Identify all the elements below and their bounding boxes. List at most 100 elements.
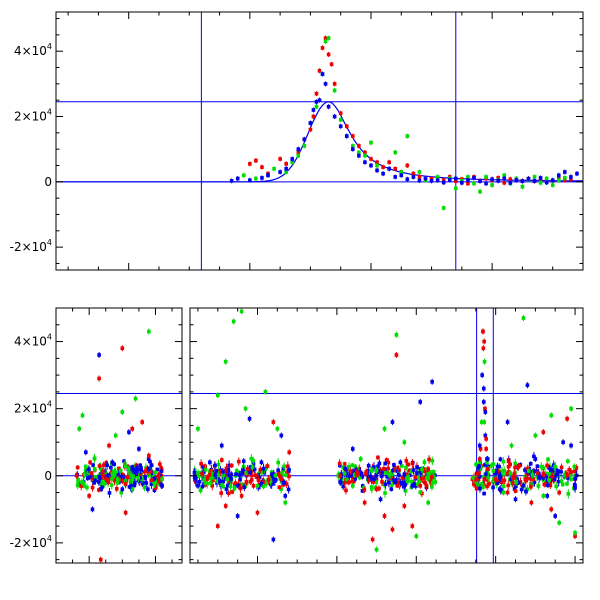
data-point-red-marker: [363, 150, 367, 155]
data-point-blue-marker: [550, 178, 555, 182]
data-point-green: [219, 482, 223, 487]
data-point-blue: [498, 471, 502, 480]
data-point-red-marker: [101, 473, 105, 478]
data-point-blue-marker: [447, 178, 452, 182]
data-point-red: [279, 476, 284, 483]
data-point-red-marker: [354, 472, 359, 476]
data-point-blue-marker: [552, 477, 557, 482]
data-point-blue-marker: [366, 469, 371, 473]
data-point-red-marker: [485, 467, 490, 471]
data-point-blue: [532, 178, 537, 184]
data-point-red: [511, 474, 516, 482]
data-point-blue-marker: [532, 179, 537, 183]
data-point-blue-marker: [519, 487, 524, 492]
data-point-green-marker: [231, 319, 236, 324]
data-point-blue: [270, 471, 274, 478]
data-point-blue: [544, 179, 549, 185]
data-point-red: [287, 472, 291, 481]
data-point-green-marker: [225, 477, 229, 482]
data-point-blue: [279, 432, 284, 439]
data-point-green: [282, 462, 286, 471]
data-point-green-marker: [326, 36, 331, 40]
data-point-red-marker: [484, 437, 488, 441]
data-point-blue-marker: [491, 485, 495, 490]
data-point-blue-marker: [525, 383, 530, 387]
data-point-green-marker: [394, 333, 399, 337]
data-point-green-marker: [109, 483, 114, 487]
data-point-blue: [119, 473, 124, 480]
data-point-blue-marker: [532, 480, 537, 485]
data-point-blue-marker: [97, 475, 102, 479]
data-point-blue: [556, 476, 561, 487]
data-point-blue-marker: [372, 477, 376, 481]
data-point-blue-marker: [343, 466, 347, 471]
data-point-red: [89, 470, 94, 476]
data-point-red: [518, 477, 523, 487]
data-point-green: [400, 463, 404, 469]
data-point-blue-marker: [221, 469, 225, 474]
data-point-green: [374, 546, 379, 553]
data-point-blue: [415, 465, 419, 470]
data-point-green-marker: [538, 181, 543, 185]
data-point-blue: [545, 492, 550, 499]
y-tick-mantissa: 2×10: [14, 402, 47, 416]
y-tick-mantissa: 0: [44, 175, 52, 189]
data-point-red: [549, 506, 554, 513]
y-tick-exponent: 4: [47, 534, 52, 543]
data-point-blue-marker: [573, 483, 577, 488]
data-point-blue: [343, 465, 347, 472]
data-point-red: [142, 468, 147, 476]
data-point-green: [393, 149, 398, 155]
data-point-green-marker: [405, 134, 410, 138]
data-point-blue: [553, 513, 558, 520]
data-point-blue-marker: [533, 457, 538, 461]
data-point-blue-marker: [387, 166, 391, 171]
data-point-blue: [302, 136, 307, 142]
data-point-green: [375, 162, 379, 168]
data-point-green-marker: [249, 456, 254, 461]
data-point-red-marker: [382, 467, 386, 471]
data-point-green: [369, 484, 374, 494]
data-point-red-marker: [506, 483, 511, 488]
data-point-green: [383, 488, 387, 498]
data-point-red-marker: [505, 490, 510, 495]
data-point-red-marker: [390, 527, 395, 532]
data-point-blue-marker: [219, 443, 224, 448]
data-point-blue-marker: [385, 474, 389, 479]
data-point-green-marker: [120, 410, 125, 414]
data-point-blue-marker: [248, 465, 253, 469]
data-point-blue-marker: [155, 467, 160, 472]
data-point-green: [430, 456, 435, 466]
data-point-red: [413, 472, 418, 483]
data-point-red-marker: [386, 466, 390, 471]
data-point-red-marker: [418, 484, 423, 488]
data-point-blue-marker: [483, 410, 488, 414]
data-point-blue-marker: [200, 484, 205, 489]
data-point-red-marker: [357, 144, 361, 148]
data-point-green: [530, 470, 535, 479]
data-point-red-marker: [374, 487, 379, 491]
data-point-green-marker: [215, 479, 220, 484]
bottom-plot-frame: [189, 307, 584, 564]
data-point-red-marker: [513, 465, 517, 470]
data-point-green-marker: [388, 472, 393, 476]
data-point-green-marker: [374, 547, 379, 552]
data-point-green: [553, 462, 557, 471]
data-point-blue-marker: [137, 447, 141, 451]
data-point-green-marker: [283, 500, 288, 505]
data-point-blue-marker: [523, 468, 527, 472]
data-point-red-marker: [525, 466, 530, 471]
data-point-green: [569, 405, 573, 412]
data-point-red-marker: [142, 469, 147, 474]
data-point-blue: [482, 491, 486, 496]
data-point-red: [390, 526, 395, 533]
data-point-blue-marker: [129, 484, 134, 488]
data-point-green: [120, 409, 125, 416]
data-point-green-marker: [236, 471, 241, 475]
data-point-red: [420, 474, 424, 483]
data-point-red-marker: [548, 483, 553, 488]
data-point-blue: [495, 480, 500, 486]
data-point-red: [502, 180, 507, 186]
data-point-green-marker: [142, 485, 147, 490]
data-point-green-marker: [363, 153, 367, 158]
